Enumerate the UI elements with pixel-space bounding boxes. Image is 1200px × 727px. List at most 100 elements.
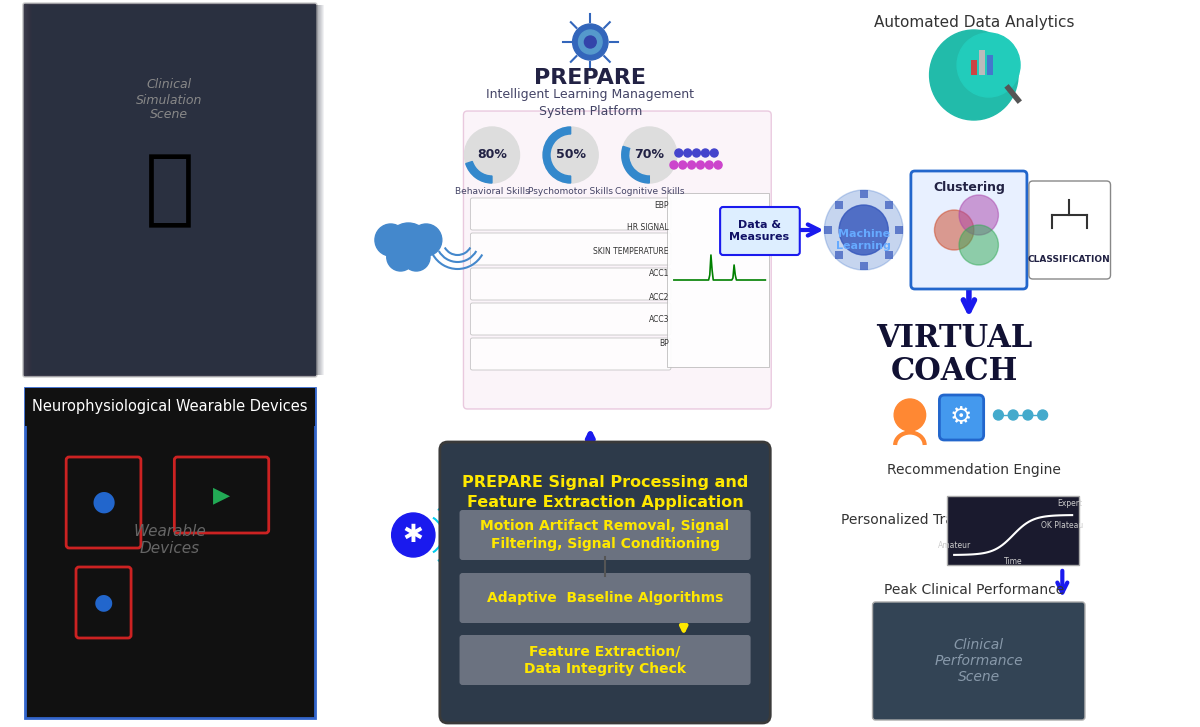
Text: ✱: ✱ xyxy=(403,523,424,547)
Text: 🏥: 🏥 xyxy=(144,150,194,230)
Text: Feature Extraction/
Data Integrity Check: Feature Extraction/ Data Integrity Check xyxy=(524,644,686,675)
Circle shape xyxy=(374,224,407,256)
Text: SKIN TEMPERATURE: SKIN TEMPERATURE xyxy=(594,246,668,255)
Text: Wearable
Devices: Wearable Devices xyxy=(133,523,205,556)
FancyBboxPatch shape xyxy=(25,388,314,718)
FancyBboxPatch shape xyxy=(460,573,750,623)
Text: VIRTUAL
COACH: VIRTUAL COACH xyxy=(876,323,1032,387)
Wedge shape xyxy=(544,127,571,183)
FancyBboxPatch shape xyxy=(835,201,842,209)
Circle shape xyxy=(894,399,925,431)
FancyBboxPatch shape xyxy=(460,510,750,560)
FancyBboxPatch shape xyxy=(911,171,1027,289)
Text: Peak Clinical Performance: Peak Clinical Performance xyxy=(883,583,1064,597)
Text: Adaptive  Baseline Algorithms: Adaptive Baseline Algorithms xyxy=(487,591,724,605)
Circle shape xyxy=(959,225,998,265)
FancyBboxPatch shape xyxy=(470,338,671,370)
Wedge shape xyxy=(466,161,492,183)
Text: Data &
Measures: Data & Measures xyxy=(730,220,790,242)
Circle shape xyxy=(572,24,608,60)
Text: Amateur: Amateur xyxy=(937,540,971,550)
Text: BP: BP xyxy=(659,339,668,348)
FancyBboxPatch shape xyxy=(859,190,868,198)
Circle shape xyxy=(706,161,713,169)
Text: Psychomotor Skills: Psychomotor Skills xyxy=(528,187,613,196)
Circle shape xyxy=(464,127,520,183)
Circle shape xyxy=(670,161,678,169)
Circle shape xyxy=(679,161,686,169)
FancyBboxPatch shape xyxy=(940,395,984,440)
Circle shape xyxy=(584,36,596,48)
Circle shape xyxy=(688,161,696,169)
FancyBboxPatch shape xyxy=(667,193,769,367)
Circle shape xyxy=(1056,229,1068,241)
Text: Recommendation Engine: Recommendation Engine xyxy=(887,463,1061,477)
Text: 70%: 70% xyxy=(635,148,665,161)
Circle shape xyxy=(1037,229,1049,241)
FancyBboxPatch shape xyxy=(1028,181,1110,279)
Circle shape xyxy=(959,195,998,235)
Circle shape xyxy=(391,513,434,557)
Wedge shape xyxy=(622,146,649,183)
Text: Behavioral Skills: Behavioral Skills xyxy=(455,187,529,196)
Circle shape xyxy=(994,410,1003,420)
Circle shape xyxy=(674,149,683,157)
Circle shape xyxy=(696,161,704,169)
Circle shape xyxy=(1022,410,1033,420)
Circle shape xyxy=(710,149,718,157)
FancyBboxPatch shape xyxy=(824,226,833,234)
Text: Time: Time xyxy=(1004,558,1022,566)
Text: Clinical
Performance
Scene: Clinical Performance Scene xyxy=(935,638,1024,684)
Text: EBP: EBP xyxy=(654,201,668,209)
Circle shape xyxy=(386,243,414,271)
Text: CLASSIFICATION: CLASSIFICATION xyxy=(1028,255,1110,265)
Circle shape xyxy=(578,30,602,54)
Text: 80%: 80% xyxy=(478,148,506,161)
Text: Intelligent Learning Management
System Platform: Intelligent Learning Management System P… xyxy=(486,88,695,118)
Text: PREPARE Signal Processing and: PREPARE Signal Processing and xyxy=(462,475,749,489)
FancyBboxPatch shape xyxy=(470,198,671,230)
Text: ●: ● xyxy=(91,488,115,516)
Text: Motion Artifact Removal, Signal
Filtering, Signal Conditioning: Motion Artifact Removal, Signal Filterin… xyxy=(480,519,730,550)
FancyBboxPatch shape xyxy=(947,496,1079,565)
Circle shape xyxy=(684,149,691,157)
FancyBboxPatch shape xyxy=(884,252,893,260)
Circle shape xyxy=(824,190,904,270)
Text: 50%: 50% xyxy=(556,148,586,161)
Text: Neurophysiological Wearable Devices: Neurophysiological Wearable Devices xyxy=(31,400,307,414)
Circle shape xyxy=(1008,410,1018,420)
Text: Clustering: Clustering xyxy=(932,180,1004,193)
FancyBboxPatch shape xyxy=(470,268,671,300)
FancyBboxPatch shape xyxy=(971,60,977,75)
Circle shape xyxy=(622,127,677,183)
FancyBboxPatch shape xyxy=(460,635,750,685)
Text: OK Plateau: OK Plateau xyxy=(1042,521,1084,529)
Text: Feature Extraction Application: Feature Extraction Application xyxy=(467,494,744,510)
FancyBboxPatch shape xyxy=(174,457,269,533)
Text: ACC3: ACC3 xyxy=(648,316,668,324)
Text: Cognitive Skills: Cognitive Skills xyxy=(614,187,684,196)
FancyBboxPatch shape xyxy=(835,252,842,260)
FancyBboxPatch shape xyxy=(23,3,317,377)
FancyBboxPatch shape xyxy=(66,457,140,548)
Circle shape xyxy=(410,224,442,256)
Circle shape xyxy=(386,223,430,267)
Text: ▶: ▶ xyxy=(212,485,230,505)
FancyBboxPatch shape xyxy=(979,50,985,75)
FancyBboxPatch shape xyxy=(440,442,770,723)
Text: Automated Data Analytics: Automated Data Analytics xyxy=(874,15,1074,30)
Circle shape xyxy=(1038,410,1048,420)
Circle shape xyxy=(935,210,974,250)
Text: ACC1: ACC1 xyxy=(649,270,668,278)
FancyBboxPatch shape xyxy=(463,111,772,409)
Circle shape xyxy=(702,149,709,157)
Circle shape xyxy=(714,161,722,169)
FancyBboxPatch shape xyxy=(859,262,868,270)
Text: ACC2: ACC2 xyxy=(649,292,668,302)
Text: ⚙: ⚙ xyxy=(950,405,972,429)
FancyBboxPatch shape xyxy=(986,55,992,75)
Circle shape xyxy=(930,30,1018,120)
Circle shape xyxy=(1091,229,1103,241)
FancyBboxPatch shape xyxy=(25,388,314,426)
Circle shape xyxy=(402,243,430,271)
